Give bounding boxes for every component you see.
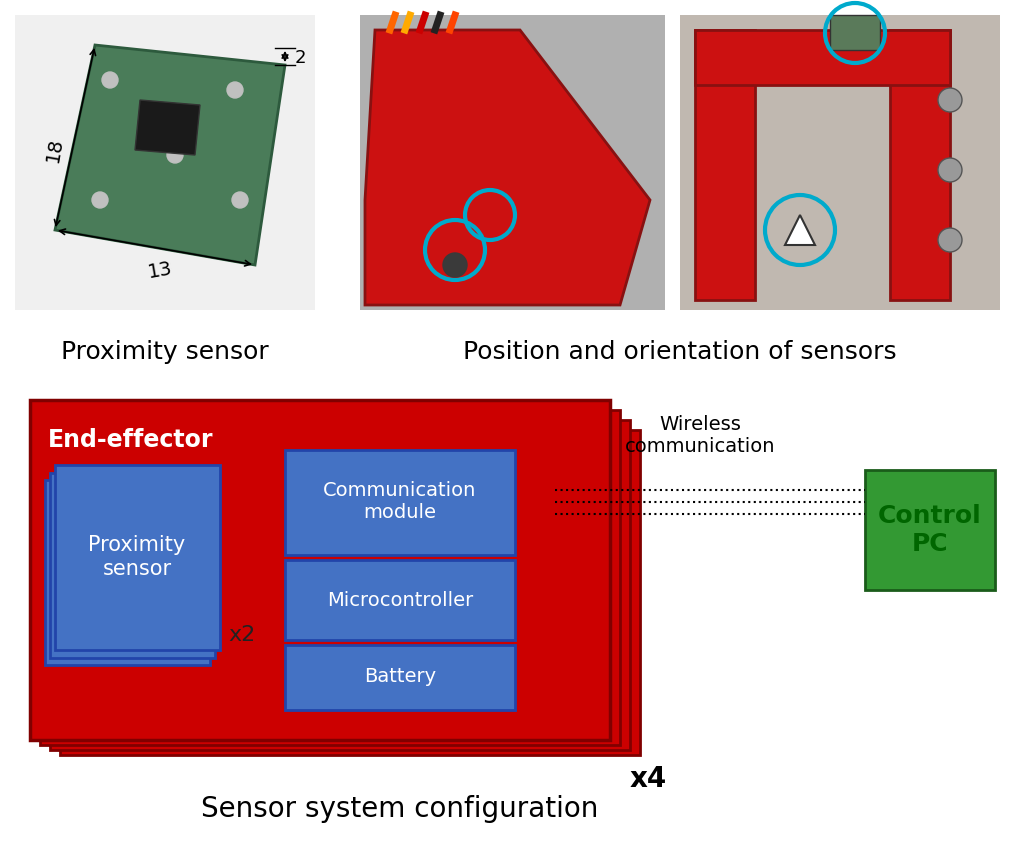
FancyBboxPatch shape (680, 15, 1000, 310)
FancyBboxPatch shape (50, 420, 630, 750)
FancyBboxPatch shape (865, 470, 995, 590)
Circle shape (938, 228, 962, 252)
Bar (829, 15, 880, 50)
FancyBboxPatch shape (285, 560, 515, 640)
Bar (695, 30, 755, 300)
Polygon shape (55, 45, 285, 265)
FancyBboxPatch shape (30, 400, 611, 740)
Text: 13: 13 (146, 259, 174, 282)
Text: 18: 18 (43, 137, 66, 164)
FancyBboxPatch shape (45, 480, 210, 665)
FancyBboxPatch shape (285, 450, 515, 555)
Text: Battery: Battery (364, 667, 436, 686)
FancyBboxPatch shape (40, 410, 620, 745)
Text: Microcontroller: Microcontroller (326, 590, 473, 610)
Text: Position and orientation of sensors: Position and orientation of sensors (463, 340, 897, 364)
Bar (695, 30, 950, 85)
FancyBboxPatch shape (15, 15, 315, 310)
FancyBboxPatch shape (50, 473, 215, 658)
Text: x2: x2 (228, 625, 255, 645)
Text: End-effector: End-effector (48, 428, 214, 452)
FancyBboxPatch shape (55, 465, 220, 650)
Text: Communication
module: Communication module (323, 482, 476, 522)
Circle shape (443, 253, 467, 277)
Circle shape (938, 88, 962, 112)
Circle shape (92, 192, 108, 208)
Polygon shape (365, 30, 650, 305)
Text: Sensor system configuration: Sensor system configuration (201, 795, 599, 823)
Text: x4: x4 (630, 765, 667, 793)
Circle shape (102, 72, 118, 88)
Bar (890, 30, 950, 300)
FancyBboxPatch shape (30, 400, 611, 740)
Polygon shape (135, 100, 200, 155)
Circle shape (167, 147, 183, 163)
Polygon shape (785, 215, 815, 245)
FancyBboxPatch shape (359, 15, 665, 310)
Circle shape (227, 82, 243, 98)
Text: Wireless
communication: Wireless communication (625, 415, 775, 456)
FancyBboxPatch shape (285, 645, 515, 710)
Text: Control
PC: Control PC (878, 504, 982, 556)
Text: 2: 2 (295, 49, 307, 67)
FancyBboxPatch shape (60, 430, 640, 755)
Circle shape (232, 192, 248, 208)
Circle shape (938, 158, 962, 182)
Text: Proximity sensor: Proximity sensor (61, 340, 269, 364)
Text: Proximity
sensor: Proximity sensor (89, 535, 186, 579)
